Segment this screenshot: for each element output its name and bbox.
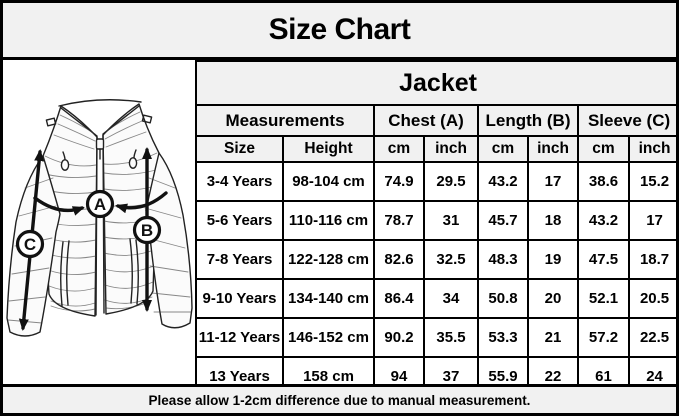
sleeve-cm-cell: 43.2 [577, 200, 630, 241]
chest-cm-cell: 90.2 [373, 317, 425, 358]
col-group-chest: Chest (A) [373, 104, 479, 137]
sleeve-inch-cell: 18.7 [627, 239, 676, 280]
size-cell: 5-6 Years [195, 200, 284, 241]
height-cell: 134-140 cm [282, 278, 375, 319]
chest-inch-cell: 32.5 [423, 239, 479, 280]
sleeve-inch-cell: 22.5 [627, 317, 676, 358]
col-header-chest-cm: cm [373, 135, 425, 163]
footer-note: Please allow 1-2cm difference due to man… [3, 384, 676, 413]
length-inch-cell: 18 [527, 200, 579, 241]
height-cell: 110-116 cm [282, 200, 375, 241]
length-inch-cell: 21 [527, 317, 579, 358]
length-cm-cell: 53.3 [477, 317, 529, 358]
sub-header-row: Size Height cm inch cm inch cm inch [195, 135, 676, 163]
table-title: Jacket [194, 60, 676, 106]
size-table-container: Jacket Measurements Chest (A) Length (B)… [194, 60, 676, 397]
col-header-sleeve-cm: cm [577, 135, 630, 163]
measure-label-c: C [15, 229, 45, 259]
chest-inch-cell: 29.5 [423, 161, 479, 202]
col-header-height: Height [282, 135, 375, 163]
sleeve-inch-cell: 17 [627, 200, 676, 241]
length-cm-cell: 50.8 [477, 278, 529, 319]
table-row: 5-6 Years 110-116 cm 78.7 31 45.7 18 43.2 17 [195, 200, 676, 241]
size-cell: 3-4 Years [195, 161, 284, 202]
col-header-length-cm: cm [477, 135, 529, 163]
chest-inch-cell: 34 [423, 278, 479, 319]
col-group-length: Length (B) [477, 104, 579, 137]
sleeve-cm-cell: 57.2 [577, 317, 630, 358]
table-row: 9-10 Years 134-140 cm 86.4 34 50.8 20 52.1 20.5 [195, 278, 676, 319]
size-cell: 9-10 Years [195, 278, 284, 319]
col-group-sleeve: Sleeve (C) [576, 104, 676, 137]
col-header-sleeve-inch: inch [627, 135, 676, 163]
col-header-chest-inch: inch [423, 135, 479, 163]
jacket-illustration: A B C [6, 99, 193, 337]
height-cell: 98-104 cm [282, 161, 375, 202]
label-a-text: A [94, 195, 106, 214]
col-header-size: Size [195, 135, 284, 163]
measure-label-a: A [85, 189, 115, 219]
sleeve-inch-cell: 15.2 [627, 161, 676, 202]
page-title: Size Chart [3, 3, 676, 60]
length-cm-cell: 48.3 [477, 239, 529, 280]
sleeve-cm-cell: 47.5 [577, 239, 630, 280]
table-body: 3-4 Years 98-104 cm 74.9 29.5 43.2 17 38.6 15.2… [195, 161, 676, 397]
group-header-row: Measurements Chest (A) Length (B) Sleeve… [195, 104, 676, 137]
length-inch-cell: 19 [527, 239, 579, 280]
sleeve-inch-cell: 20.5 [627, 278, 676, 319]
chest-cm-cell: 82.6 [373, 239, 425, 280]
chest-cm-cell: 74.9 [373, 161, 425, 202]
footer-note-text: Please allow 1-2cm difference due to man… [148, 392, 531, 408]
table-row: 7-8 Years 122-128 cm 82.6 32.5 48.3 19 47.5 18.… [195, 239, 676, 280]
length-inch-cell: 17 [527, 161, 579, 202]
size-cell: 7-8 Years [195, 239, 284, 280]
chest-cm-cell: 86.4 [373, 278, 425, 319]
size-table: Jacket Measurements Chest (A) Length (B)… [194, 60, 676, 397]
table-row: 3-4 Years 98-104 cm 74.9 29.5 43.2 17 38.6 15.2 [195, 161, 676, 202]
col-header-length-inch: inch [527, 135, 579, 163]
chest-inch-cell: 35.5 [423, 317, 479, 358]
size-cell: 11-12 Years [195, 317, 284, 358]
height-cell: 122-128 cm [282, 239, 375, 280]
length-inch-cell: 20 [527, 278, 579, 319]
sleeve-cm-cell: 52.1 [577, 278, 630, 319]
col-group-measurements: Measurements [195, 104, 375, 137]
length-cm-cell: 45.7 [477, 200, 529, 241]
table-title-row: Jacket [194, 60, 676, 106]
page-title-text: Size Chart [268, 13, 411, 46]
chest-cm-cell: 78.7 [373, 200, 425, 241]
jacket-diagram: A B C [3, 60, 195, 384]
table-row: 11-12 Years 146-152 cm 90.2 35.5 53.3 21 57.2 2… [195, 317, 676, 358]
height-cell: 146-152 cm [282, 317, 375, 358]
content-area: A B C [3, 60, 676, 397]
label-b-text: B [141, 221, 153, 240]
sleeve-cm-cell: 38.6 [577, 161, 630, 202]
chest-inch-cell: 31 [423, 200, 479, 241]
measure-label-b: B [132, 215, 162, 245]
length-cm-cell: 43.2 [477, 161, 529, 202]
label-c-text: C [24, 235, 36, 254]
